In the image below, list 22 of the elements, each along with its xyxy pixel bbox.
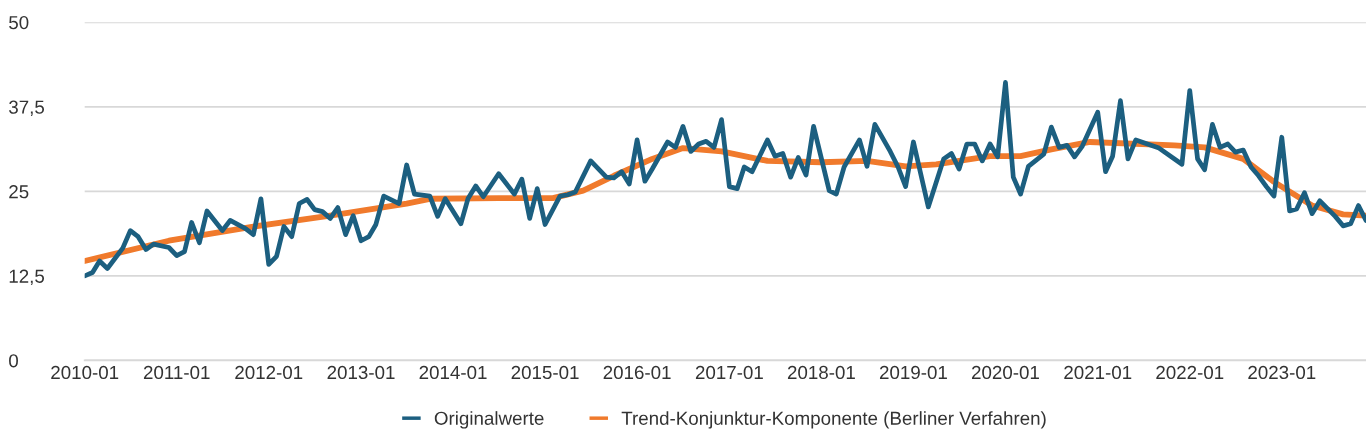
y-tick-label: 50 [9, 15, 29, 30]
x-tick-label: 2017-01 [695, 365, 763, 380]
x-tick-label: 2011-01 [143, 365, 210, 380]
x-tick-label: 2015-01 [511, 365, 579, 380]
x-tick-label: 2014-01 [419, 365, 487, 380]
line-series [84, 80, 1366, 279]
y-tick-label: 25 [9, 185, 29, 199]
x-tick-label: 2020-01 [972, 365, 1039, 380]
legend-label: Trend-Konjunktur-Komponente (Berliner Verfahren) [621, 411, 1046, 429]
legend-label: Originalwerte [434, 411, 544, 429]
y-tick-label: 37,5 [9, 100, 45, 116]
x-tick-label: 2023-01 [1248, 365, 1316, 380]
y-tick-label: 0 [9, 354, 18, 368]
x-tick-label: 2021-01 [1064, 365, 1132, 380]
x-tick-label: 2018-01 [787, 365, 855, 380]
x-tick-label: 2013-01 [327, 365, 395, 380]
x-tick-label: 2010-01 [51, 365, 119, 380]
x-tick-label: 2022-01 [1156, 365, 1224, 380]
x-tick-label: 2016-01 [603, 365, 671, 380]
x-tick-label: 2012-01 [235, 365, 303, 380]
x-tick-label: 2019-01 [879, 365, 947, 380]
y-tick-label: 12,5 [9, 269, 45, 286]
